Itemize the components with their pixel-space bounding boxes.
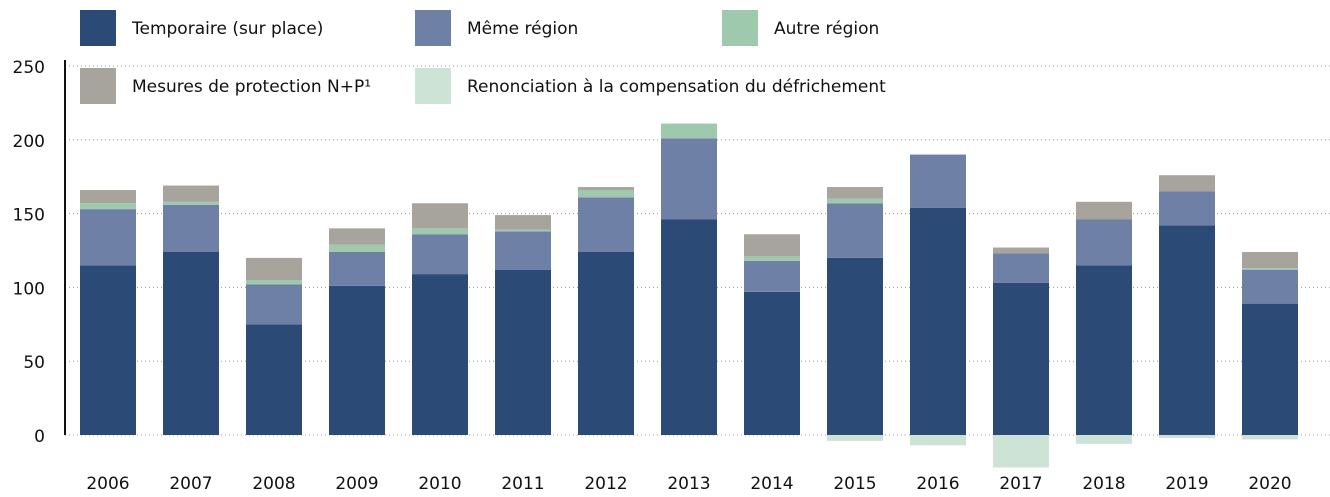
legend-swatch bbox=[415, 68, 451, 104]
legend-label: Autre région bbox=[774, 19, 879, 39]
bar-segment bbox=[246, 284, 302, 325]
bar-segment bbox=[827, 203, 883, 258]
bar-segment bbox=[1159, 435, 1215, 438]
bar-segment bbox=[827, 198, 883, 204]
legend-label: Même région bbox=[467, 19, 578, 39]
bar-segment bbox=[661, 138, 717, 220]
y-tick-label: 50 bbox=[23, 353, 45, 373]
x-tick-label: 2010 bbox=[418, 474, 461, 494]
y-tick-label: 100 bbox=[13, 279, 45, 299]
bar-segment bbox=[578, 189, 634, 198]
bar-segment bbox=[827, 435, 883, 441]
bar-segment bbox=[412, 228, 468, 235]
bar-segment bbox=[1242, 303, 1298, 435]
x-tick-label: 2007 bbox=[169, 474, 212, 494]
x-tick-label: 2015 bbox=[833, 474, 876, 494]
x-tick-label: 2012 bbox=[584, 474, 627, 494]
x-tick-label: 2018 bbox=[1082, 474, 1125, 494]
bar-segment bbox=[1076, 435, 1132, 444]
bar-segment bbox=[1159, 175, 1215, 192]
bar-segment bbox=[910, 207, 966, 435]
legend-swatch bbox=[415, 10, 451, 46]
x-tick-label: 2006 bbox=[86, 474, 129, 494]
legend-swatch bbox=[80, 10, 116, 46]
bar-segment bbox=[163, 201, 219, 205]
legend-swatch bbox=[80, 68, 116, 104]
bar-segment bbox=[1076, 201, 1132, 220]
bar-segment bbox=[246, 324, 302, 435]
x-tick-label: 2017 bbox=[999, 474, 1042, 494]
bar-segment bbox=[1242, 435, 1298, 440]
bar-segment bbox=[329, 244, 385, 252]
bar-segment bbox=[163, 251, 219, 435]
bar-segment bbox=[744, 291, 800, 435]
x-tick-label: 2013 bbox=[667, 474, 710, 494]
bar-segment bbox=[827, 187, 883, 199]
bar-segment bbox=[827, 257, 883, 435]
bar-segment bbox=[910, 154, 966, 208]
bar-segment bbox=[1076, 219, 1132, 266]
bar-segment bbox=[1242, 251, 1298, 269]
y-tick-label: 0 bbox=[34, 427, 45, 447]
legend-label: Temporaire (sur place) bbox=[131, 19, 323, 39]
bar-segment bbox=[1242, 268, 1298, 270]
bar-segment bbox=[1159, 225, 1215, 435]
bar-segment bbox=[910, 435, 966, 446]
legend-label: Mesures de protection N+P¹ bbox=[132, 77, 371, 97]
bar-segment bbox=[578, 187, 634, 190]
bar-segment bbox=[80, 265, 136, 435]
bar-segment bbox=[1242, 269, 1298, 304]
bar-segment bbox=[495, 269, 551, 435]
bar-segment bbox=[578, 197, 634, 252]
bar-segment bbox=[329, 285, 385, 435]
bar-segment bbox=[80, 203, 136, 210]
bar-segment bbox=[744, 256, 800, 261]
bar-segment bbox=[661, 219, 717, 435]
bar-segment bbox=[163, 204, 219, 252]
bar-segment bbox=[495, 231, 551, 270]
bar-segment bbox=[744, 234, 800, 257]
bar-segment bbox=[993, 435, 1049, 468]
bar-segment bbox=[80, 209, 136, 266]
bar-segment bbox=[329, 251, 385, 286]
bar-segment bbox=[993, 282, 1049, 435]
x-tick-label: 2016 bbox=[916, 474, 959, 494]
bar-segment bbox=[246, 257, 302, 281]
bar-segment bbox=[329, 228, 385, 245]
bar-segment bbox=[495, 215, 551, 230]
bar-segment bbox=[578, 251, 634, 435]
bar-segment bbox=[993, 253, 1049, 283]
bar-segment bbox=[412, 274, 468, 435]
x-tick-label: 2008 bbox=[252, 474, 295, 494]
bar-segment bbox=[412, 234, 468, 275]
x-tick-label: 2011 bbox=[501, 474, 544, 494]
y-tick-label: 150 bbox=[13, 206, 45, 226]
bar-segment bbox=[1159, 191, 1215, 226]
bar-segment bbox=[993, 247, 1049, 254]
bar-segment bbox=[744, 260, 800, 292]
legend-swatch bbox=[722, 10, 758, 46]
x-tick-label: 2009 bbox=[335, 474, 378, 494]
bar-segment bbox=[661, 123, 717, 139]
bar-segment bbox=[163, 185, 219, 202]
x-tick-label: 2014 bbox=[750, 474, 793, 494]
x-tick-label: 2020 bbox=[1248, 474, 1291, 494]
x-tick-label: 2019 bbox=[1165, 474, 1208, 494]
bar-segment bbox=[246, 280, 302, 285]
bar-segment bbox=[80, 189, 136, 204]
bar-segment bbox=[495, 229, 551, 232]
legend-label: Renonciation à la compensation du défric… bbox=[467, 77, 886, 97]
y-tick-label: 200 bbox=[13, 132, 45, 152]
y-tick-label: 250 bbox=[13, 58, 45, 78]
bar-segment bbox=[412, 203, 468, 229]
bar-segment bbox=[1076, 265, 1132, 435]
